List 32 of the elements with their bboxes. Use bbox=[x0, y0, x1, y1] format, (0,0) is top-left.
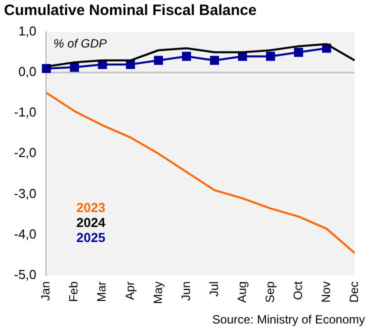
x-tick-label: May bbox=[150, 281, 165, 304]
x-tick-label: Jul bbox=[206, 281, 221, 297]
y-tick-label: -5,0 bbox=[14, 266, 36, 282]
point bbox=[294, 48, 304, 57]
x-tick-label: Nov bbox=[318, 281, 333, 303]
text: 2024 bbox=[76, 214, 106, 230]
point bbox=[70, 62, 79, 72]
point bbox=[154, 56, 164, 65]
x-tick-label: Feb bbox=[66, 281, 81, 302]
source-note: Source: Ministry of Economy bbox=[212, 312, 365, 326]
y-tick-label: -1,0 bbox=[14, 104, 36, 120]
x-tick-label: Jun bbox=[178, 281, 193, 301]
y-tick-label: 1,0 bbox=[18, 24, 36, 39]
point bbox=[182, 52, 192, 61]
text: 2025 bbox=[76, 230, 106, 245]
text: 2023 bbox=[76, 200, 106, 215]
x-tick-label: Jan bbox=[38, 281, 53, 301]
y-tick-label: -3,0 bbox=[14, 186, 36, 201]
y-tick-label: 0,0 bbox=[18, 64, 36, 80]
x-tick-label: Mar bbox=[94, 281, 109, 302]
chart-title: Cumulative Nominal Fiscal Balance bbox=[4, 2, 257, 20]
x-tick-label: Sep bbox=[262, 281, 277, 303]
y-tick-label: -4,0 bbox=[14, 226, 36, 242]
y-tick-label: -2,0 bbox=[14, 145, 36, 160]
point bbox=[266, 52, 276, 61]
x-tick-label: Aug bbox=[234, 281, 249, 303]
point bbox=[126, 60, 135, 69]
annotation: % of GDP bbox=[53, 36, 107, 50]
x-tick-label: Oct bbox=[290, 280, 305, 300]
x-tick-label: Apr bbox=[122, 281, 137, 300]
x-tick-label: Dec bbox=[346, 281, 361, 303]
point bbox=[210, 56, 220, 65]
